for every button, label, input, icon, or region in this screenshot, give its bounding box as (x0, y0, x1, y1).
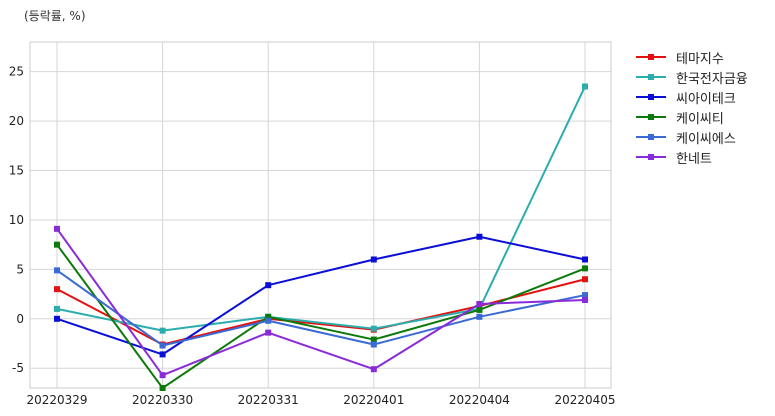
data-point (582, 276, 588, 283)
data-point (265, 329, 272, 336)
x-tick-label: 20220331 (238, 393, 299, 407)
data-point (370, 325, 377, 332)
series-line-6 (56, 228, 586, 377)
y-tick-label: 0 (16, 312, 24, 326)
data-point (370, 256, 377, 263)
data-point (476, 300, 483, 307)
data-point (582, 256, 588, 263)
legend-swatch (636, 71, 666, 83)
x-tick-label: 20220329 (26, 393, 87, 407)
legend-item: 한네트 (636, 147, 748, 167)
y-tick-label: 20 (9, 114, 24, 128)
legend-swatch (636, 151, 666, 163)
y-axis: -5 0 5 10 15 20 25 (9, 65, 24, 376)
legend-swatch (636, 91, 666, 103)
legend-label: 테마지수 (676, 51, 724, 67)
data-point (54, 305, 60, 312)
y-tick-label: 5 (16, 262, 24, 276)
data-point (265, 313, 272, 320)
x-axis: 20220329 20220330 20220331 20220401 20220404… (26, 393, 615, 407)
legend-label: 한네트 (676, 151, 712, 167)
legend-item: 테마지수 (636, 47, 748, 67)
legend-item: 케이씨티 (636, 107, 748, 127)
data-point (159, 385, 166, 391)
data-point (476, 306, 483, 313)
legend-swatch (636, 111, 666, 123)
data-point (476, 233, 483, 240)
data-point (54, 286, 60, 293)
data-point (159, 351, 166, 358)
x-tick-label: 20220404 (449, 393, 510, 407)
legend-label: 케이씨티 (676, 111, 724, 127)
data-point (582, 265, 588, 272)
series-line-4 (56, 244, 586, 389)
legend-label: 씨아이테크 (676, 91, 736, 107)
unit-label: (등락률, %) (24, 9, 86, 23)
legend-item: 씨아이테크 (636, 87, 748, 107)
y-tick-label: 10 (9, 213, 24, 227)
data-point (370, 341, 377, 348)
y-tick-label: 25 (9, 65, 24, 79)
x-tick-label: 20220405 (554, 393, 615, 407)
data-point (159, 372, 166, 379)
data-point (54, 225, 60, 232)
data-point (265, 317, 272, 324)
series-line-5 (56, 269, 586, 347)
legend-item: 한국전자금융 (636, 67, 748, 87)
series-line-1 (56, 278, 586, 346)
legend-label: 한국전자금융 (676, 71, 748, 87)
data-point (54, 267, 60, 274)
legend-swatch (636, 51, 666, 63)
legend-item: 케이씨에스 (636, 127, 748, 147)
data-point (159, 342, 166, 349)
data-point (582, 297, 588, 304)
data-point (54, 315, 60, 322)
data-point (582, 292, 588, 299)
data-point (370, 336, 377, 343)
data-point (476, 313, 483, 320)
data-point (265, 282, 272, 289)
series-line-2 (56, 86, 586, 332)
data-point (370, 366, 377, 373)
series-group (54, 83, 588, 391)
y-tick-label: -5 (12, 361, 24, 375)
x-tick-label: 20220330 (132, 393, 193, 407)
x-tick-label: 20220401 (343, 393, 404, 407)
data-point (159, 327, 166, 334)
legend-swatch (636, 131, 666, 143)
data-point (582, 83, 588, 90)
series-line-3 (56, 235, 586, 356)
legend-label: 케이씨에스 (676, 131, 736, 147)
y-tick-label: 15 (9, 164, 24, 178)
data-point (54, 241, 60, 248)
plot-frame (29, 41, 612, 389)
